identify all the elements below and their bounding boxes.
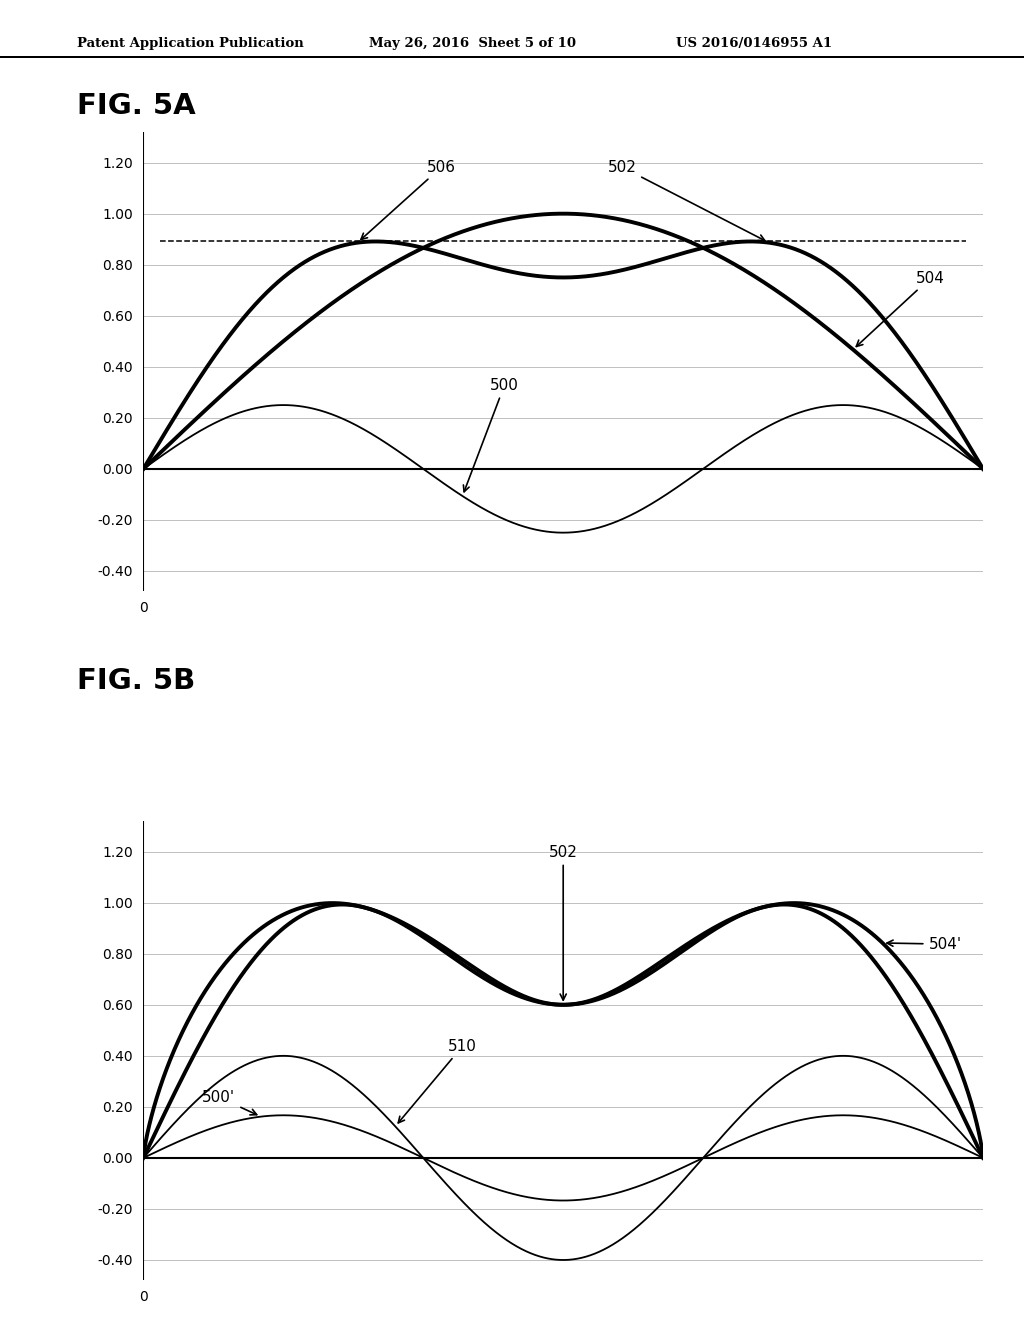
Line: 500': 500'	[143, 1115, 983, 1200]
504'	[233, 940, 246, 956]
510	[870, 1055, 883, 1071]
Text: 502: 502	[549, 845, 578, 1001]
Line: 504': 504'	[143, 903, 983, 1156]
504'	[496, 977, 508, 993]
Text: 500': 500'	[203, 1090, 257, 1115]
504'	[460, 954, 472, 970]
500'	[233, 1113, 246, 1129]
500'	[496, 1183, 508, 1199]
504'	[961, 1081, 973, 1097]
500'	[460, 1170, 472, 1185]
Text: US 2016/0146955 A1: US 2016/0146955 A1	[676, 37, 831, 50]
500'	[557, 1192, 569, 1208]
504'	[327, 895, 339, 911]
502	[137, 1150, 150, 1166]
500'	[961, 1142, 973, 1158]
500'	[137, 1150, 150, 1166]
502	[336, 896, 348, 912]
Text: FIG. 5A: FIG. 5A	[77, 92, 196, 120]
500'	[278, 1107, 290, 1123]
510	[283, 1048, 295, 1064]
Text: May 26, 2016  Sheet 5 of 10: May 26, 2016 Sheet 5 of 10	[369, 37, 575, 50]
500'	[870, 1110, 883, 1126]
504'	[137, 1148, 150, 1164]
500'	[283, 1107, 295, 1123]
504'	[870, 929, 883, 945]
510	[557, 1253, 569, 1269]
510	[496, 1229, 508, 1245]
510	[961, 1131, 973, 1147]
510	[233, 1060, 246, 1076]
510	[460, 1197, 472, 1213]
500'	[977, 1150, 989, 1166]
Text: 502: 502	[607, 160, 765, 240]
504'	[977, 1148, 989, 1164]
510	[137, 1150, 150, 1166]
Text: 504: 504	[856, 271, 945, 346]
504'	[283, 904, 295, 920]
Line: 510: 510	[143, 1056, 983, 1261]
510	[278, 1048, 290, 1064]
Text: 504': 504'	[887, 937, 962, 952]
Text: 510: 510	[398, 1039, 477, 1123]
Text: Patent Application Publication: Patent Application Publication	[77, 37, 303, 50]
502	[870, 956, 883, 972]
Text: 500: 500	[464, 378, 519, 492]
Text: 506: 506	[360, 160, 456, 239]
502	[233, 970, 246, 986]
502	[496, 981, 508, 997]
502	[460, 958, 472, 974]
502	[961, 1115, 973, 1131]
510	[977, 1150, 989, 1166]
502	[283, 916, 295, 932]
502	[977, 1150, 989, 1166]
Text: FIG. 5B: FIG. 5B	[77, 667, 195, 694]
Line: 502: 502	[143, 904, 983, 1158]
